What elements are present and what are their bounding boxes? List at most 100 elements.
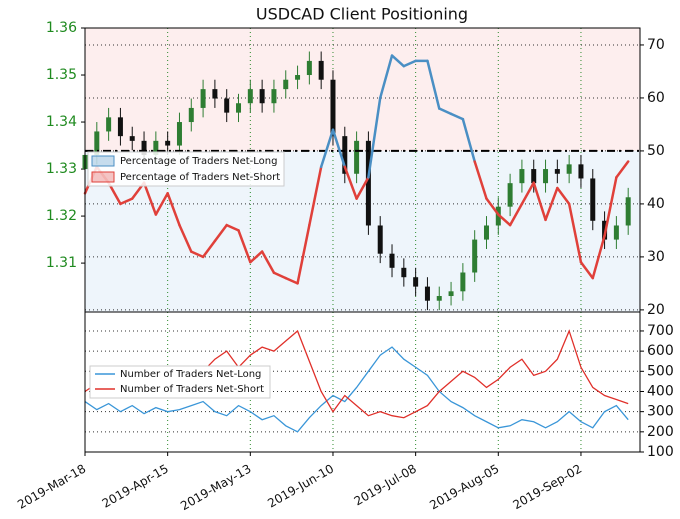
- y2-tick-label: 30: [647, 249, 665, 265]
- sentiment-segment: [567, 202, 583, 264]
- y-tick-label: 1.36: [46, 20, 77, 36]
- candle-body: [460, 272, 466, 292]
- candle-body: [472, 239, 478, 273]
- legend-box: [87, 151, 285, 187]
- sentiment-segment: [579, 260, 595, 280]
- sentiment-segment: [142, 181, 158, 216]
- candle-body: [342, 136, 348, 174]
- candle-body: [330, 79, 336, 137]
- x-tick-label: 2019-Jul-08: [352, 462, 419, 509]
- y2-tick-label: 60: [647, 90, 665, 106]
- sentiment-segment: [260, 250, 276, 275]
- y-tick-label: 500: [647, 363, 674, 379]
- candle-body: [389, 253, 395, 268]
- candle-body: [200, 89, 206, 108]
- sentiment-segment: [390, 54, 406, 68]
- sentiment-segment: [225, 223, 240, 232]
- candle-body: [141, 140, 147, 155]
- sentiment-segment: [449, 112, 465, 121]
- candle-body: [165, 140, 171, 146]
- candle-body: [176, 122, 182, 146]
- sentiment-segment: [615, 160, 630, 179]
- y-tick-label: 200: [647, 424, 674, 440]
- candle-body: [318, 60, 324, 80]
- candle-body: [188, 107, 194, 123]
- x-tick-label: 2019-Jun-10: [265, 462, 336, 511]
- x-tick-label: 2019-Mar-18: [15, 462, 88, 512]
- candle-body: [94, 131, 100, 155]
- sentiment-segment: [520, 181, 535, 206]
- candle-body: [259, 89, 265, 104]
- candle-body: [401, 267, 407, 278]
- sentiment-segment: [426, 59, 441, 110]
- panel-frame: [84, 311, 641, 453]
- sentiment-segment: [508, 202, 524, 227]
- candle-body: [129, 136, 135, 141]
- legend-label: Number of Traders Net-Long: [120, 369, 261, 380]
- sentiment-segment: [355, 176, 370, 200]
- y-tick-label: 600: [647, 343, 674, 359]
- candle-body: [625, 197, 631, 226]
- sentiment-segment: [249, 250, 264, 264]
- legend-label: Percentage of Traders Net-Short: [120, 172, 280, 183]
- sentiment-segment: [343, 165, 358, 200]
- candle-body: [413, 277, 419, 287]
- candle-body: [436, 296, 442, 301]
- candle-body: [106, 117, 112, 132]
- candle-body: [531, 169, 537, 184]
- sentiment-segment: [367, 96, 382, 179]
- candle-body: [224, 98, 230, 113]
- candle-body: [590, 178, 596, 221]
- y-tick-label: 1.35: [46, 67, 77, 83]
- candle-body: [306, 60, 312, 76]
- sentiment-segment: [154, 192, 169, 216]
- candle-body: [271, 89, 277, 104]
- sentiment-segment: [591, 234, 606, 280]
- sentiment-segment: [556, 186, 571, 206]
- legend-label: Number of Traders Net-Short: [120, 384, 264, 395]
- sentiment-segment: [473, 160, 488, 200]
- candle-body: [519, 169, 525, 184]
- candle-body: [117, 117, 123, 137]
- y-tick-label: 1.32: [46, 208, 77, 224]
- sentiment-segment: [331, 128, 347, 169]
- candle-body: [578, 164, 584, 179]
- sentiment-segment: [378, 54, 394, 100]
- candle-body: [212, 89, 218, 99]
- candle-body: [613, 225, 619, 240]
- sentiment-segment: [544, 186, 559, 222]
- sentiment-segment: [485, 197, 500, 216]
- candle-body: [554, 169, 560, 174]
- candle-body: [236, 103, 242, 113]
- y-tick-label: 700: [647, 323, 674, 339]
- y-tick-label: 300: [647, 404, 674, 420]
- x-tick-label: 2019-Sep-02: [510, 462, 584, 513]
- candle-body: [483, 225, 489, 240]
- sentiment-segment: [284, 276, 299, 285]
- x-tick-label: 2019-Aug-05: [427, 462, 501, 513]
- legend-box: [89, 365, 271, 399]
- candle-body: [354, 140, 360, 174]
- candle-body: [153, 140, 159, 155]
- candle-body: [247, 89, 253, 104]
- legend-label: Percentage of Traders Net-Long: [120, 156, 278, 167]
- candle-body: [283, 79, 289, 90]
- y-tick-label: 400: [647, 383, 674, 399]
- sentiment-segment: [213, 223, 228, 243]
- y-tick-label: 1.34: [46, 114, 77, 130]
- candle-body: [448, 291, 454, 297]
- candle-body: [543, 169, 549, 184]
- sentiment-segment: [461, 117, 476, 163]
- sentiment-segment: [308, 165, 323, 227]
- sentiment-segment: [296, 223, 311, 285]
- candle-body: [566, 164, 572, 174]
- sentiment-segment: [272, 271, 287, 280]
- sentiment-segment: [119, 197, 134, 206]
- candle-body: [377, 225, 383, 254]
- y-tick-label: 1.33: [46, 161, 77, 177]
- candle-body: [365, 140, 371, 226]
- x-tick-label: 2019-May-13: [178, 462, 253, 514]
- chart-title: USDCAD Client Positioning: [256, 5, 468, 24]
- y2-tick-label: 20: [647, 302, 665, 318]
- candle-body: [295, 75, 301, 80]
